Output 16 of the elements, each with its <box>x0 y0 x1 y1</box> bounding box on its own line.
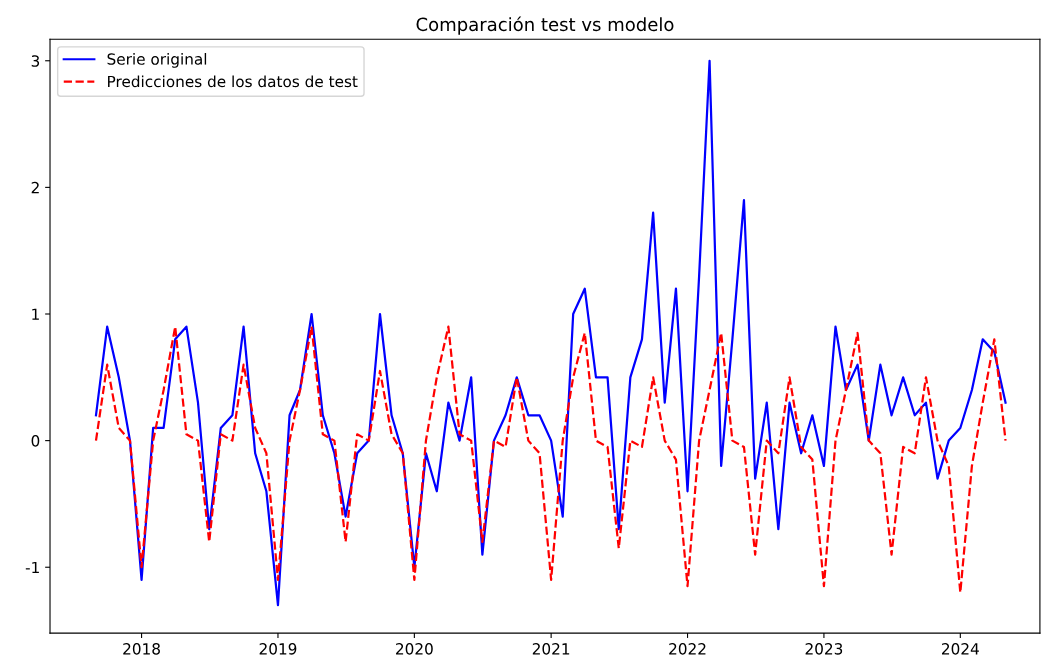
x-tick-label: 2019 <box>259 643 297 655</box>
x-tick-label: 2021 <box>532 643 570 655</box>
x-tick-label: 2024 <box>942 643 979 655</box>
y-tick-label: 3 <box>31 55 40 67</box>
legend-label: Predicciones de los datos de test <box>108 75 358 88</box>
x-tick-label: 2018 <box>123 643 160 655</box>
x-tick-label: 2022 <box>669 643 706 655</box>
y-tick-label: 0 <box>31 435 40 447</box>
y-tick-label: 2 <box>31 181 39 194</box>
y-tick-label: -1 <box>25 561 39 574</box>
legend-label: Serie original <box>107 52 207 68</box>
chart-title: Comparación test vs modelo <box>416 16 674 35</box>
y-tick-label: 1 <box>32 308 39 320</box>
line-series <box>94 325 1007 594</box>
x-tick-label: 2023 <box>805 643 843 655</box>
x-tick-label: 2020 <box>396 643 433 655</box>
